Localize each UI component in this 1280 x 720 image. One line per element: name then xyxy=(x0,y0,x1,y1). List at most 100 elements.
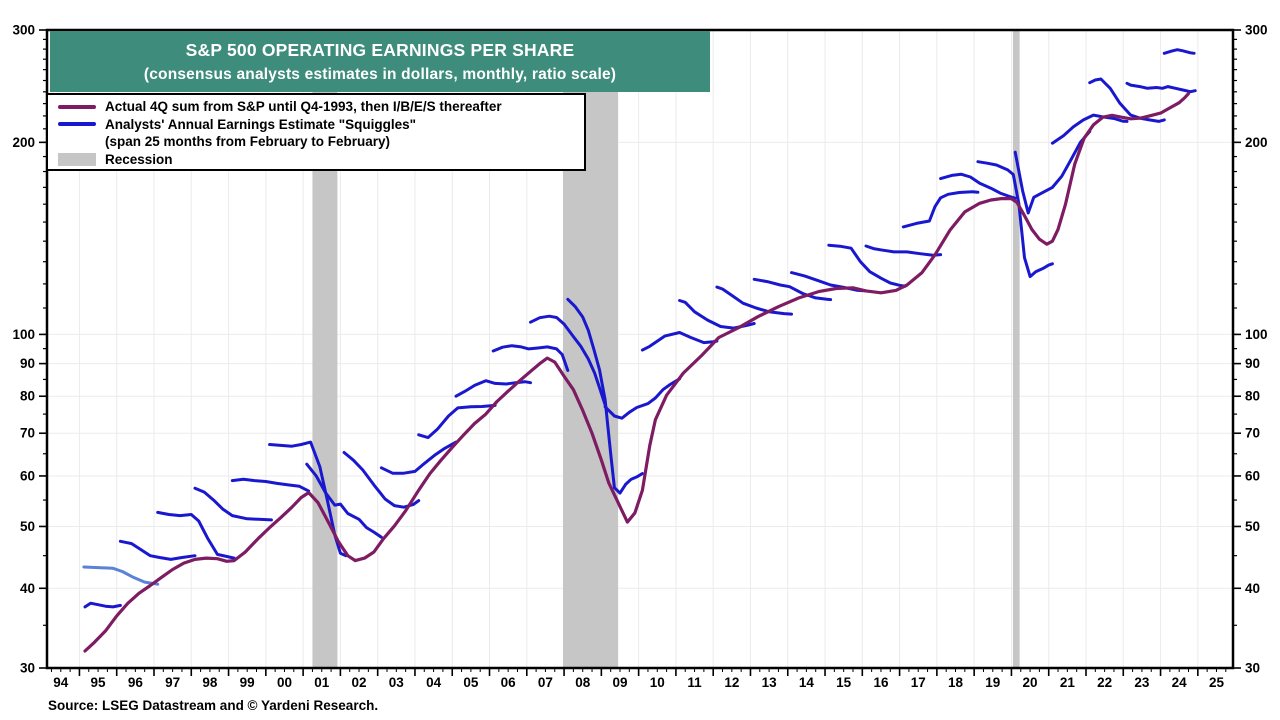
legend-row-squiggles: Analysts' Annual Earnings Estimate "Squi… xyxy=(58,116,584,134)
x-axis-label-25: 25 xyxy=(1209,675,1225,690)
squiggle-2018 xyxy=(901,190,980,229)
x-axis-label-20: 20 xyxy=(1023,675,1038,690)
y-axis-label-right-300: 300 xyxy=(1245,23,1268,38)
squiggle-2016 xyxy=(827,243,907,288)
squiggle-2021 xyxy=(1013,130,1092,215)
x-axis-label-23: 23 xyxy=(1134,675,1150,690)
x-axis-label-95: 95 xyxy=(91,675,107,690)
y-axis-label-right-80: 80 xyxy=(1245,389,1260,404)
squiggle-2002 xyxy=(305,462,383,539)
x-axis-label-00: 00 xyxy=(277,675,292,690)
x-axis-label-94: 94 xyxy=(53,675,69,690)
squiggle-2003 xyxy=(342,451,421,509)
chart-title: S&P 500 OPERATING EARNINGS PER SHARE xyxy=(185,40,575,60)
x-axis-label-06: 06 xyxy=(501,675,517,690)
legend-row-squiggles-sub: (span 25 months from February to Februar… xyxy=(58,133,584,151)
squiggle-2014 xyxy=(752,277,833,302)
squiggle-2022 xyxy=(1050,113,1129,145)
x-axis-label-03: 03 xyxy=(389,675,405,690)
y-axis-label-right-70: 70 xyxy=(1245,426,1260,441)
recession-band-3 xyxy=(1012,30,1020,668)
y-axis-label-right-40: 40 xyxy=(1245,581,1260,596)
squiggle-1996 xyxy=(82,565,160,586)
x-axis-label-19: 19 xyxy=(985,675,1000,690)
squiggle-2004 xyxy=(379,440,458,475)
y-axis-label-left-30: 30 xyxy=(20,661,35,676)
x-axis-label-02: 02 xyxy=(352,675,367,690)
y-axis-label-left-70: 70 xyxy=(20,426,35,441)
actual-eps-line xyxy=(83,92,1191,653)
squiggle-2023 xyxy=(1088,77,1166,123)
y-axis-label-left-100: 100 xyxy=(12,327,35,342)
legend-squiggles-sublabel: (span 25 months from February to Februar… xyxy=(105,134,391,150)
x-axis-label-12: 12 xyxy=(724,675,739,690)
legend-recession-label: Recession xyxy=(105,151,173,167)
squiggle-1998 xyxy=(156,510,236,560)
y-axis-label-left-60: 60 xyxy=(20,468,35,483)
squiggle-1995 xyxy=(83,601,122,609)
squiggle-2006 xyxy=(454,379,532,398)
x-axis-label-09: 09 xyxy=(612,675,627,690)
x-axis-label-17: 17 xyxy=(911,675,926,690)
x-axis-label-13: 13 xyxy=(762,675,778,690)
y-axis-label-right-30: 30 xyxy=(1245,661,1260,676)
legend-row-recession: Recession xyxy=(58,151,584,169)
squiggle-2001 xyxy=(268,440,348,558)
y-axis-label-right-200: 200 xyxy=(1245,135,1268,150)
squiggle-2010 xyxy=(603,377,682,420)
x-axis-label-01: 01 xyxy=(314,675,330,690)
y-axis-label-left-50: 50 xyxy=(20,519,35,534)
x-axis-label-05: 05 xyxy=(463,675,479,690)
recession-swatch xyxy=(58,152,96,166)
x-axis-label-98: 98 xyxy=(202,675,218,690)
squiggle-2007 xyxy=(491,344,570,372)
squiggle-2024 xyxy=(1125,81,1197,94)
x-axis-label-97: 97 xyxy=(165,675,180,690)
x-axis-label-24: 24 xyxy=(1172,675,1188,690)
x-axis-label-16: 16 xyxy=(873,675,889,690)
y-axis-label-left-80: 80 xyxy=(20,389,35,404)
legend-actual-label: Actual 4Q sum from S&P until Q4-1993, th… xyxy=(105,99,502,115)
x-axis-label-04: 04 xyxy=(426,675,442,690)
squiggle-2005 xyxy=(417,403,497,440)
legend-row-actual: Actual 4Q sum from S&P until Q4-1993, th… xyxy=(58,98,584,116)
x-axis-label-18: 18 xyxy=(948,675,964,690)
squiggle-line-swatch xyxy=(58,122,96,127)
legend-squiggles-label: Analysts' Annual Earnings Estimate "Squi… xyxy=(105,116,417,132)
squiggle-2013 xyxy=(715,285,793,316)
x-axis-label-99: 99 xyxy=(240,675,255,690)
source-note: Source: LSEG Datastream and © Yardeni Re… xyxy=(48,698,379,713)
y-axis-label-left-90: 90 xyxy=(20,356,35,371)
chart-title-box: S&P 500 OPERATING EARNINGS PER SHARE (co… xyxy=(50,31,710,92)
x-axis-label-96: 96 xyxy=(128,675,144,690)
squiggle-2009 xyxy=(566,297,644,495)
y-axis-label-left-40: 40 xyxy=(20,581,35,596)
x-axis-label-21: 21 xyxy=(1060,675,1076,690)
squiggle-2008 xyxy=(529,314,609,412)
legend: Actual 4Q sum from S&P until Q4-1993, th… xyxy=(46,93,586,171)
x-axis-label-11: 11 xyxy=(687,675,702,690)
y-axis-label-right-100: 100 xyxy=(1245,327,1268,342)
squiggle-2017 xyxy=(864,244,943,257)
squiggle-2020 xyxy=(976,160,1054,279)
y-axis-label-left-300: 300 xyxy=(12,23,35,38)
y-axis-label-right-50: 50 xyxy=(1245,519,1260,534)
squiggle-2011 xyxy=(640,331,719,352)
y-axis-label-right-60: 60 xyxy=(1245,468,1260,483)
x-axis-label-15: 15 xyxy=(836,675,852,690)
y-axis-label-right-90: 90 xyxy=(1245,356,1260,371)
squiggle-1997 xyxy=(118,539,197,561)
x-axis-label-07: 07 xyxy=(538,675,553,690)
x-axis-label-22: 22 xyxy=(1097,675,1112,690)
squiggle-2025 xyxy=(1162,48,1196,55)
chart-subtitle: (consensus analysts estimates in dollars… xyxy=(143,66,617,83)
squiggle-2000 xyxy=(230,477,311,493)
y-axis-label-left-200: 200 xyxy=(12,135,35,150)
x-axis-label-08: 08 xyxy=(575,675,591,690)
x-axis-label-10: 10 xyxy=(650,675,665,690)
actual-line-swatch xyxy=(58,104,96,109)
squiggle-1999 xyxy=(193,486,273,522)
squiggle-2019 xyxy=(939,172,1017,200)
x-axis-label-14: 14 xyxy=(799,675,815,690)
